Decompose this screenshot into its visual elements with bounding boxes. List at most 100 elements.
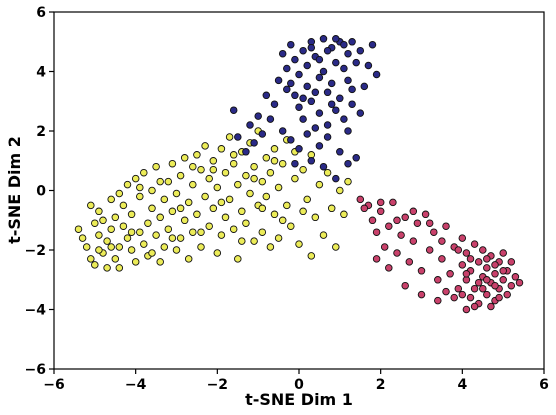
plot-frame [53, 11, 545, 370]
scatter-point-series-0-29 [140, 168, 148, 177]
scatter-point-series-0-129 [229, 151, 238, 159]
scatter-point-series-0-38 [160, 195, 169, 204]
scatter-point-series-0-133 [270, 157, 279, 165]
scatter-point-series-0-62 [209, 157, 218, 165]
scatter-point-series-1-57 [336, 148, 344, 156]
scatter-point-series-0-42 [168, 159, 177, 168]
scatter-point-series-1-53 [295, 145, 303, 153]
scatter-point-series-0-136 [299, 207, 307, 216]
scatter-point-series-2-44 [499, 276, 507, 284]
y-tick-label: 4 [36, 65, 46, 81]
scatter-point-series-0-54 [193, 151, 201, 159]
scatter-point-series-0-55 [193, 210, 201, 219]
scatter-point-series-2-60 [495, 293, 503, 302]
scatter-point-series-0-22 [127, 246, 136, 254]
scatter-point-series-1-61 [323, 46, 332, 55]
scatter-point-series-1-67 [327, 100, 336, 108]
scatter-point-series-2-27 [462, 249, 471, 257]
scatter-point-series-2-48 [507, 281, 516, 290]
scatter-point-series-1-74 [291, 159, 299, 168]
scatter-point-series-2-35 [479, 246, 487, 254]
scatter-point-series-1-30 [344, 49, 352, 58]
scatter-point-series-0-130 [238, 237, 246, 245]
scatter-point-series-0-44 [172, 246, 181, 254]
scatter-point-series-0-57 [197, 165, 205, 174]
scatter-point-series-0-75 [234, 255, 242, 263]
scatter-point-series-0-51 [184, 255, 193, 263]
scatter-point-series-2-41 [491, 270, 499, 278]
scatter-point-series-0-63 [209, 204, 218, 213]
scatter-point-series-0-65 [213, 183, 222, 192]
scatter-point-series-0-17 [115, 264, 124, 272]
x-tick-label: −6 [43, 377, 64, 393]
scatter-point-series-0-83 [250, 162, 258, 171]
scatter-point-series-1-68 [348, 85, 356, 94]
scatter-point-series-0-52 [189, 180, 197, 189]
x-tick-label: 4 [457, 377, 467, 393]
scatter-point-series-1-27 [336, 94, 344, 103]
scatter-point-series-0-32 [148, 186, 156, 195]
scatter-point-series-0-1 [78, 234, 87, 242]
scatter-point-series-1-21 [323, 121, 332, 129]
y-tick-label: −2 [25, 243, 46, 259]
scatter-point-series-1-4 [291, 91, 299, 100]
scatter-point-series-0-68 [221, 213, 230, 222]
scatter-point-series-0-123 [168, 234, 177, 242]
scatter-point-series-1-14 [311, 124, 320, 132]
scatter-point-series-0-26 [136, 228, 144, 236]
scatter-point-series-1-19 [319, 67, 328, 76]
scatter-point-series-2-46 [503, 290, 511, 299]
scatter-point-series-2-32 [474, 258, 483, 266]
scatter-point-series-2-15 [421, 210, 430, 219]
scatter-point-series-2-28 [466, 293, 475, 302]
scatter-point-series-2-20 [442, 222, 450, 230]
scatter-point-series-1-13 [307, 97, 316, 106]
x-axis-label: t-SNE Dim 1 [245, 390, 353, 409]
scatter-point-series-1-18 [319, 35, 328, 43]
scatter-point-series-1-63 [340, 40, 348, 49]
scatter-point-series-1-36 [360, 82, 369, 91]
scatter-point-series-0-90 [266, 243, 275, 251]
scatter-point-series-2-77 [442, 287, 450, 296]
scatter-point-series-1-69 [356, 109, 365, 117]
scatter-point-series-2-31 [470, 284, 479, 293]
scatter-point-series-1-31 [344, 76, 352, 85]
scatter-point-series-2-23 [454, 284, 463, 293]
scatter-point-series-1-1 [283, 64, 291, 73]
scatter-point-series-2-73 [401, 281, 409, 290]
scatter-point-series-0-73 [229, 159, 238, 168]
scatter-point-series-0-82 [250, 237, 258, 245]
x-tick-label: 6 [539, 377, 549, 393]
scatter-point-series-1-54 [303, 130, 311, 138]
scatter-point-series-2-16 [425, 246, 434, 254]
scatter-point-series-0-108 [319, 231, 328, 239]
scatter-point-series-1-60 [315, 55, 324, 64]
scatter-point-series-0-49 [180, 154, 189, 162]
scatter-point-series-0-7 [95, 207, 103, 216]
scatter-point-series-2-63 [474, 278, 483, 287]
scatter-point-series-0-115 [87, 201, 95, 210]
scatter-point-series-2-76 [372, 255, 381, 263]
scatter-point-series-0-21 [123, 180, 132, 189]
scatter-point-series-2-51 [515, 278, 524, 287]
scatter-point-series-1-23 [327, 79, 336, 88]
scatter-point-series-0-126 [197, 228, 205, 236]
scatter-point-series-0-119 [127, 228, 136, 236]
scatter-point-series-1-49 [234, 133, 242, 141]
scatter-point-series-0-78 [242, 171, 250, 180]
scatter-point-series-1-66 [311, 88, 320, 97]
scatter-point-series-1-0 [278, 49, 287, 58]
scatter-point-series-1-38 [368, 40, 377, 49]
scatter-point-series-1-33 [348, 100, 356, 108]
scatter-point-series-1-37 [364, 61, 373, 70]
scatter-point-series-0-50 [184, 198, 193, 207]
scatter-point-series-1-10 [303, 82, 311, 91]
scatter-point-series-0-23 [127, 210, 136, 219]
scatter-point-series-0-103 [303, 195, 311, 204]
scatter-point-series-1-8 [299, 46, 307, 55]
scatter-point-series-0-99 [287, 222, 295, 230]
scatter-point-series-0-34 [152, 231, 160, 239]
scatter-point-series-2-79 [462, 305, 471, 314]
scatter-point-series-1-34 [352, 58, 360, 67]
x-tick-label: 0 [294, 377, 304, 393]
